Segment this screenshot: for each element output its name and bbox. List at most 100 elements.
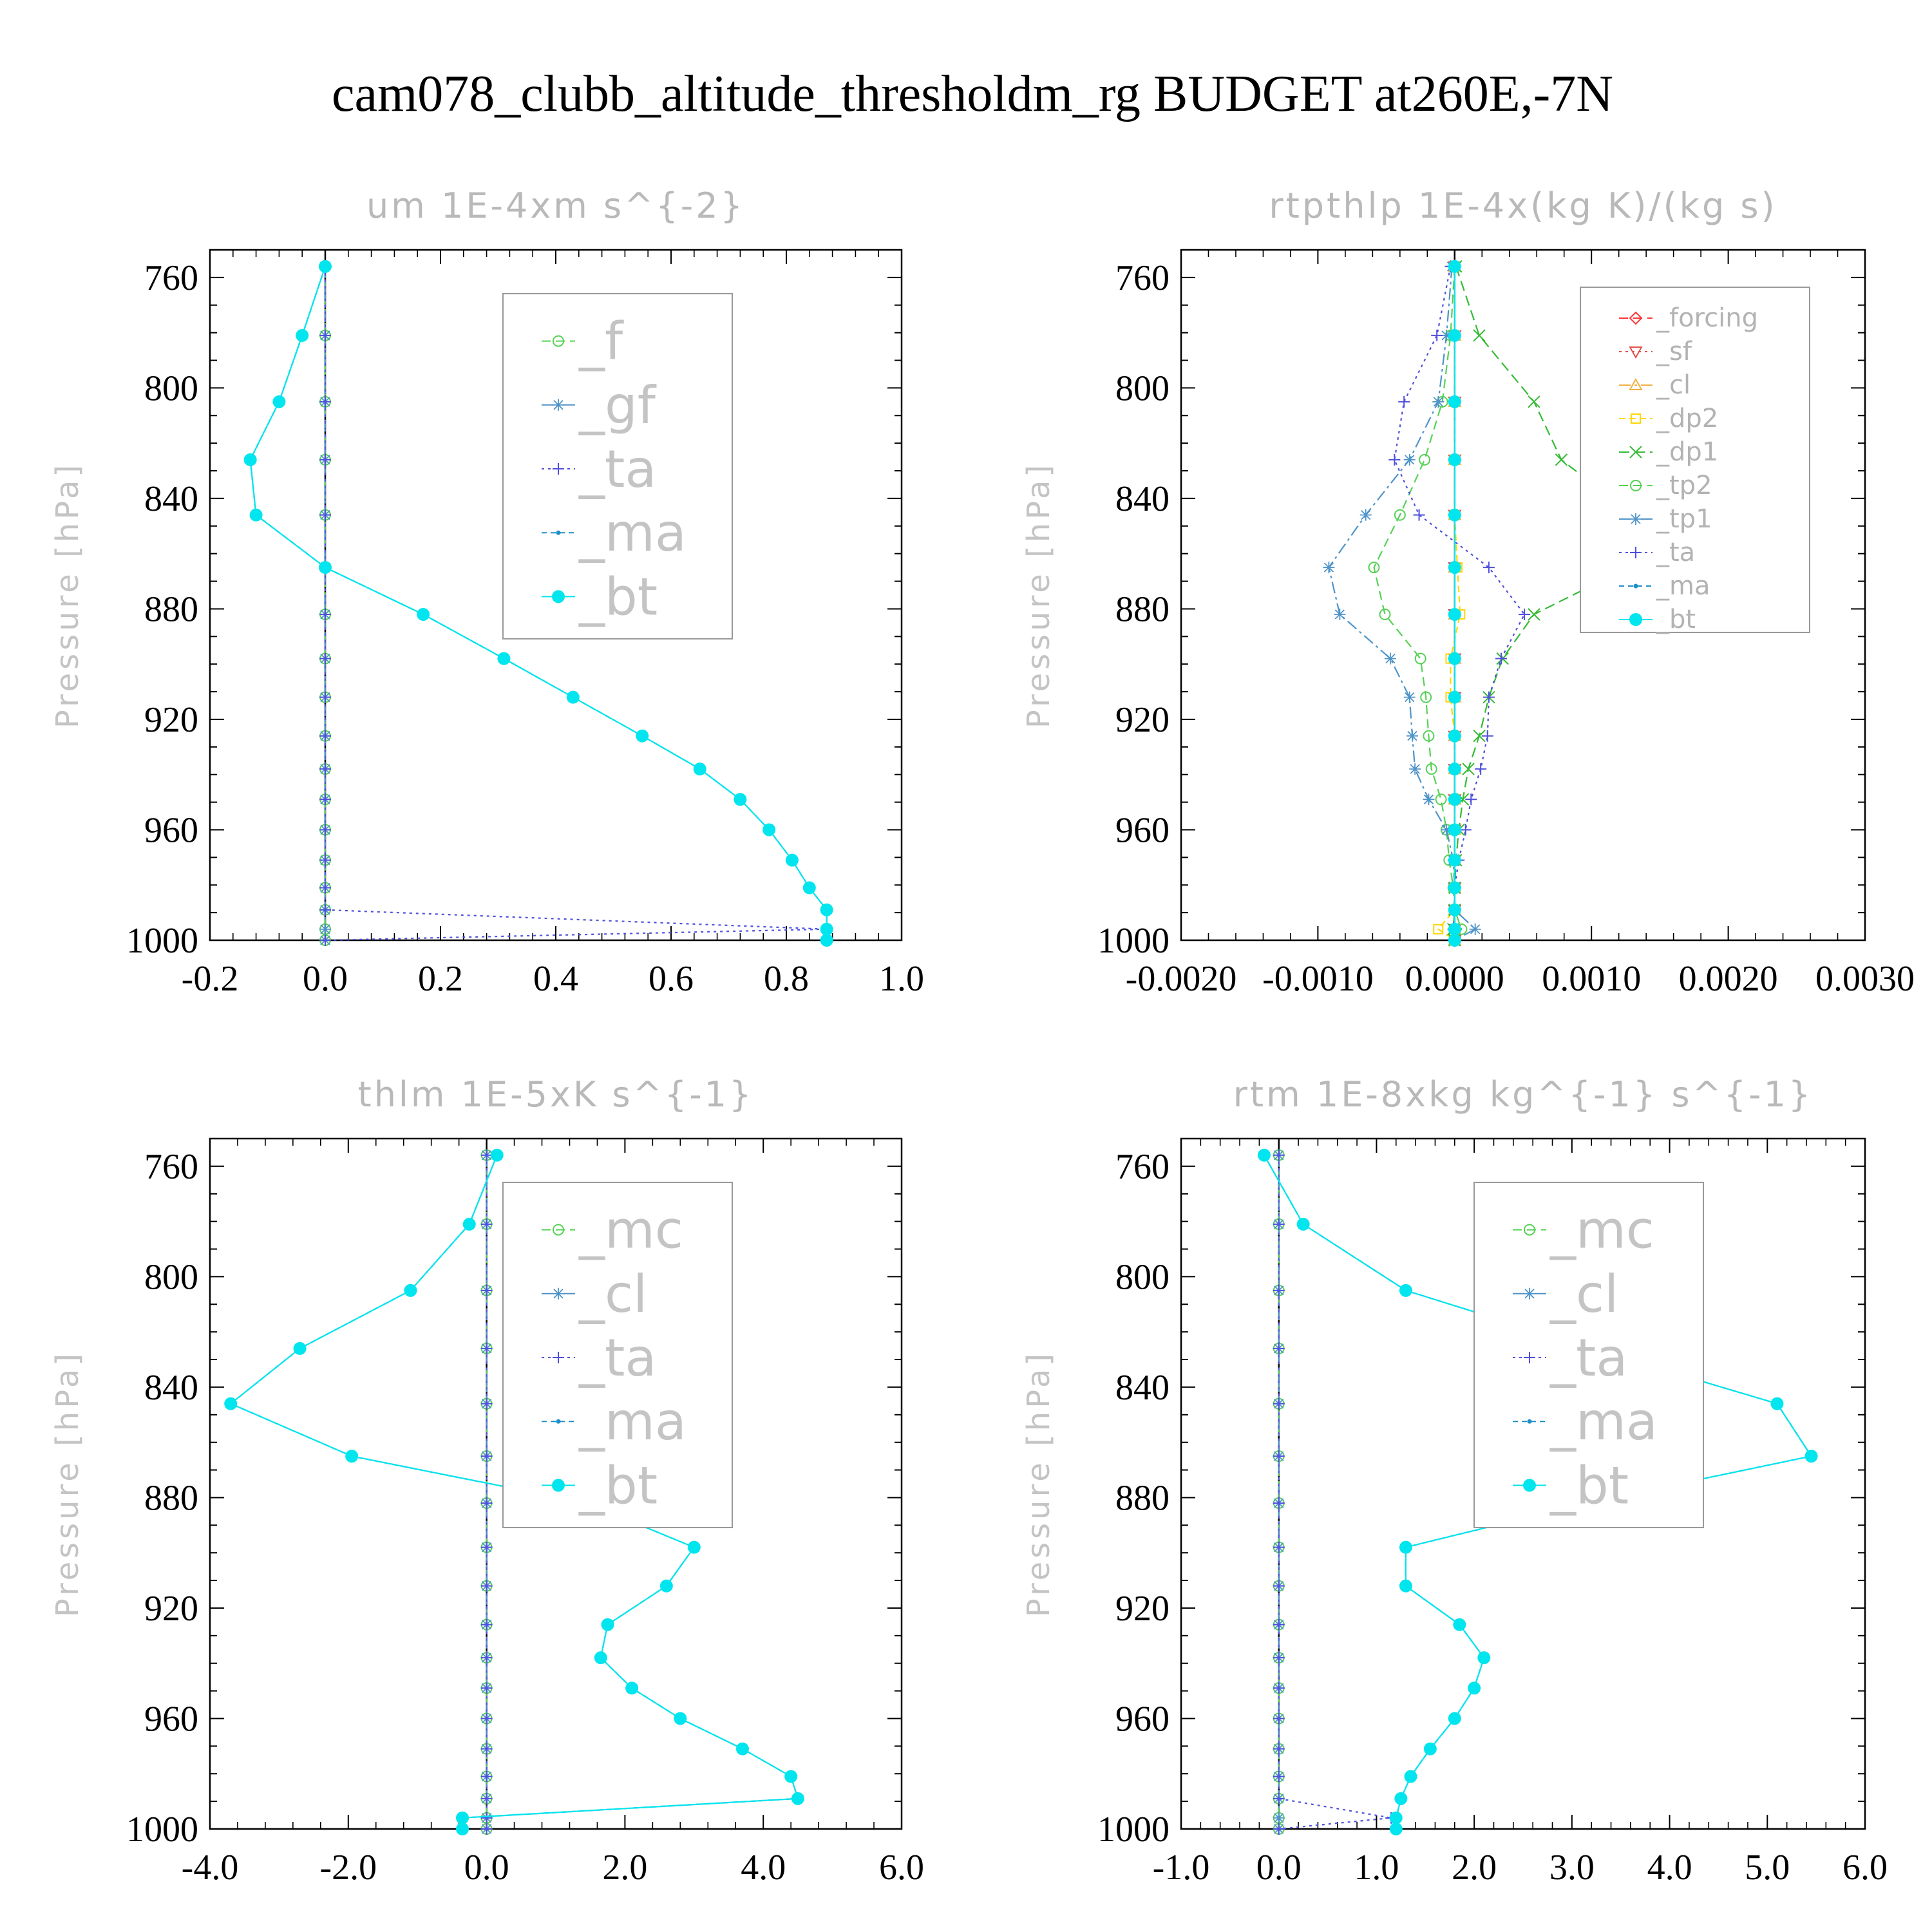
legend-label: _bt xyxy=(1656,605,1696,634)
x-tick-label: -4.0 xyxy=(182,1848,239,1888)
legend-label: _cl xyxy=(1656,370,1690,400)
data-point xyxy=(490,1148,504,1162)
data-point xyxy=(820,934,833,947)
x-tick-label: 4.0 xyxy=(741,1848,786,1888)
data-point xyxy=(1423,793,1435,806)
data-point xyxy=(1398,395,1410,408)
data-point xyxy=(1384,652,1396,665)
legend-marker xyxy=(1629,311,1643,325)
legend-box xyxy=(502,293,733,639)
legend-label: _cl xyxy=(578,1264,647,1324)
y-tick-label: 880 xyxy=(144,589,198,629)
x-tick-label: 0.0000 xyxy=(1405,959,1504,999)
legend-label: _ma xyxy=(1549,1392,1658,1452)
legend-item: _ma xyxy=(542,1392,687,1452)
data-point xyxy=(1441,329,1453,341)
legend-label: _ma xyxy=(1656,571,1710,601)
data-point xyxy=(1273,1712,1285,1725)
data-point xyxy=(734,793,747,806)
data-point xyxy=(1404,1770,1417,1783)
legend-marker xyxy=(1630,513,1642,525)
series-line xyxy=(1394,266,1526,941)
data-point xyxy=(1273,1580,1285,1592)
data-point xyxy=(1477,1651,1491,1665)
data-point xyxy=(1273,1743,1285,1755)
y-tick-label: 760 xyxy=(144,1147,198,1187)
data-point xyxy=(480,1682,493,1694)
data-point xyxy=(1273,1652,1285,1664)
data-point xyxy=(293,1341,307,1355)
y-tick-label: 920 xyxy=(1115,1589,1170,1629)
legend-marker xyxy=(1523,1479,1536,1492)
y-tick-label: 840 xyxy=(144,479,198,519)
data-point xyxy=(791,1792,804,1805)
legend-marker xyxy=(552,1479,565,1492)
data-point xyxy=(1448,690,1461,704)
data-point xyxy=(1409,763,1421,775)
data-point xyxy=(1448,395,1461,408)
data-point xyxy=(1273,1342,1285,1354)
data-point xyxy=(1273,1823,1285,1835)
data-point xyxy=(1394,1792,1408,1805)
data-point xyxy=(1469,923,1481,935)
legend-marker xyxy=(553,1224,564,1236)
legend-marker xyxy=(556,1419,561,1424)
y-axis-label: Pressure [hPa] xyxy=(1021,1350,1057,1617)
panel-title: um 1E-4xm s^{-2} xyxy=(366,185,745,226)
data-point xyxy=(319,793,331,806)
data-point xyxy=(1482,691,1495,703)
legend-item: _ta xyxy=(542,439,656,499)
data-point xyxy=(1273,1770,1285,1783)
legend-box xyxy=(502,1182,733,1528)
legend-label: _f xyxy=(578,312,624,372)
legend-label: _tp1 xyxy=(1656,504,1712,534)
legend: _f_gf_ta_ma_bt xyxy=(502,293,733,639)
data-point xyxy=(1388,453,1401,466)
data-point xyxy=(480,1580,493,1592)
data-point xyxy=(1473,729,1486,743)
data-point xyxy=(1399,1579,1412,1593)
data-point xyxy=(319,854,331,866)
data-point xyxy=(1441,824,1453,836)
y-tick-label: 840 xyxy=(1115,479,1170,519)
x-tick-label: 2.0 xyxy=(602,1848,647,1888)
series-line xyxy=(1278,1155,1392,1830)
x-tick-label: 0.0 xyxy=(1256,1848,1302,1888)
y-tick-label: 920 xyxy=(144,1589,198,1629)
data-point xyxy=(1399,1540,1412,1554)
data-point xyxy=(625,1681,639,1695)
data-point xyxy=(319,453,331,466)
legend-item: _ta xyxy=(1619,538,1695,567)
data-point xyxy=(456,1823,469,1835)
data-point xyxy=(480,1149,493,1161)
data-point xyxy=(1448,922,1461,936)
legend-marker xyxy=(1630,480,1642,491)
legend-marker xyxy=(1630,547,1642,558)
series-line xyxy=(1328,266,1477,941)
data-point xyxy=(417,608,430,621)
data-point xyxy=(1403,453,1416,466)
data-point xyxy=(1448,508,1461,522)
legend-item: _gf xyxy=(542,375,657,435)
data-point xyxy=(1448,1712,1461,1725)
data-point xyxy=(319,561,332,574)
legend-item: _cl xyxy=(1619,370,1690,400)
legend-item: _bt xyxy=(1513,1455,1629,1515)
legend-marker xyxy=(553,335,564,347)
data-point xyxy=(462,1217,476,1231)
legend-marker xyxy=(552,590,565,603)
data-point xyxy=(480,1618,493,1631)
legend-label: _ta xyxy=(1549,1328,1627,1388)
legend-label: _mc xyxy=(578,1200,683,1260)
legend-label: _cl xyxy=(1549,1264,1618,1324)
legend-box xyxy=(1580,287,1810,633)
legend-marker xyxy=(1629,613,1642,626)
data-point xyxy=(1273,1450,1285,1463)
data-point xyxy=(1448,453,1461,466)
series-bt xyxy=(224,1148,804,1835)
data-point xyxy=(1432,395,1444,408)
data-point xyxy=(480,1712,493,1725)
x-tick-label: 6.0 xyxy=(879,1848,924,1888)
legend-label: _gf xyxy=(578,375,657,435)
data-point xyxy=(1475,763,1487,775)
